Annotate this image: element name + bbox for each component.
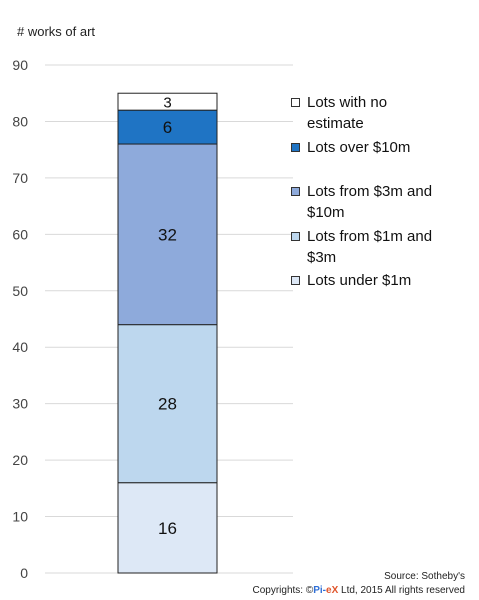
y-tick-label: 30 (12, 396, 28, 412)
y-tick-label: 10 (12, 509, 28, 525)
source-note: Source: Sotheby's (384, 571, 465, 582)
bar-segment (117, 143, 218, 326)
y-tick-label: 40 (12, 339, 28, 355)
copyright-note: Copyrights: ©Pi-eX Ltd, 2015 All rights … (252, 585, 466, 596)
bar-value-labels: 16 28 32 6 3 (158, 95, 177, 538)
y-tick-label: 60 (12, 226, 28, 242)
bar-value-label: 6 (163, 118, 172, 137)
bar-value-label: 16 (158, 519, 177, 538)
bar-segment (117, 92, 218, 111)
y-axis-label: # works of art (17, 24, 96, 39)
y-tick-label: 20 (12, 452, 28, 468)
legend-label: Lots over $10m (307, 139, 411, 156)
legend-label: Lots from $1m and $3m (307, 228, 433, 266)
bar-value-label: 3 (163, 95, 171, 112)
y-tick-labels: 0 10 20 30 40 50 60 70 80 90 (12, 57, 28, 581)
brand-ex: eX (326, 585, 339, 596)
y-tick-label: 70 (12, 170, 28, 186)
legend-label: Lots from $3m and $10m (307, 183, 433, 221)
brand-pi: Pi- (313, 585, 327, 596)
bar-segment (117, 324, 218, 484)
bar-segment (117, 109, 218, 145)
legend-swatch (291, 276, 300, 285)
bar-segments (117, 92, 218, 574)
bar-value-label: 28 (158, 395, 177, 414)
legend-swatch (291, 232, 300, 241)
legend-label: Lots under $1m (307, 272, 412, 289)
legend-swatch (291, 187, 300, 196)
legend-label: Lots with no estimate (307, 94, 388, 132)
y-tick-label: 80 (12, 113, 28, 129)
legend-swatch (291, 98, 300, 107)
bar-value-label: 32 (158, 225, 177, 244)
y-tick-label: 50 (12, 283, 28, 299)
legend-swatch (291, 143, 300, 152)
y-tick-label: 90 (12, 57, 28, 73)
y-tick-label: 0 (20, 565, 28, 581)
